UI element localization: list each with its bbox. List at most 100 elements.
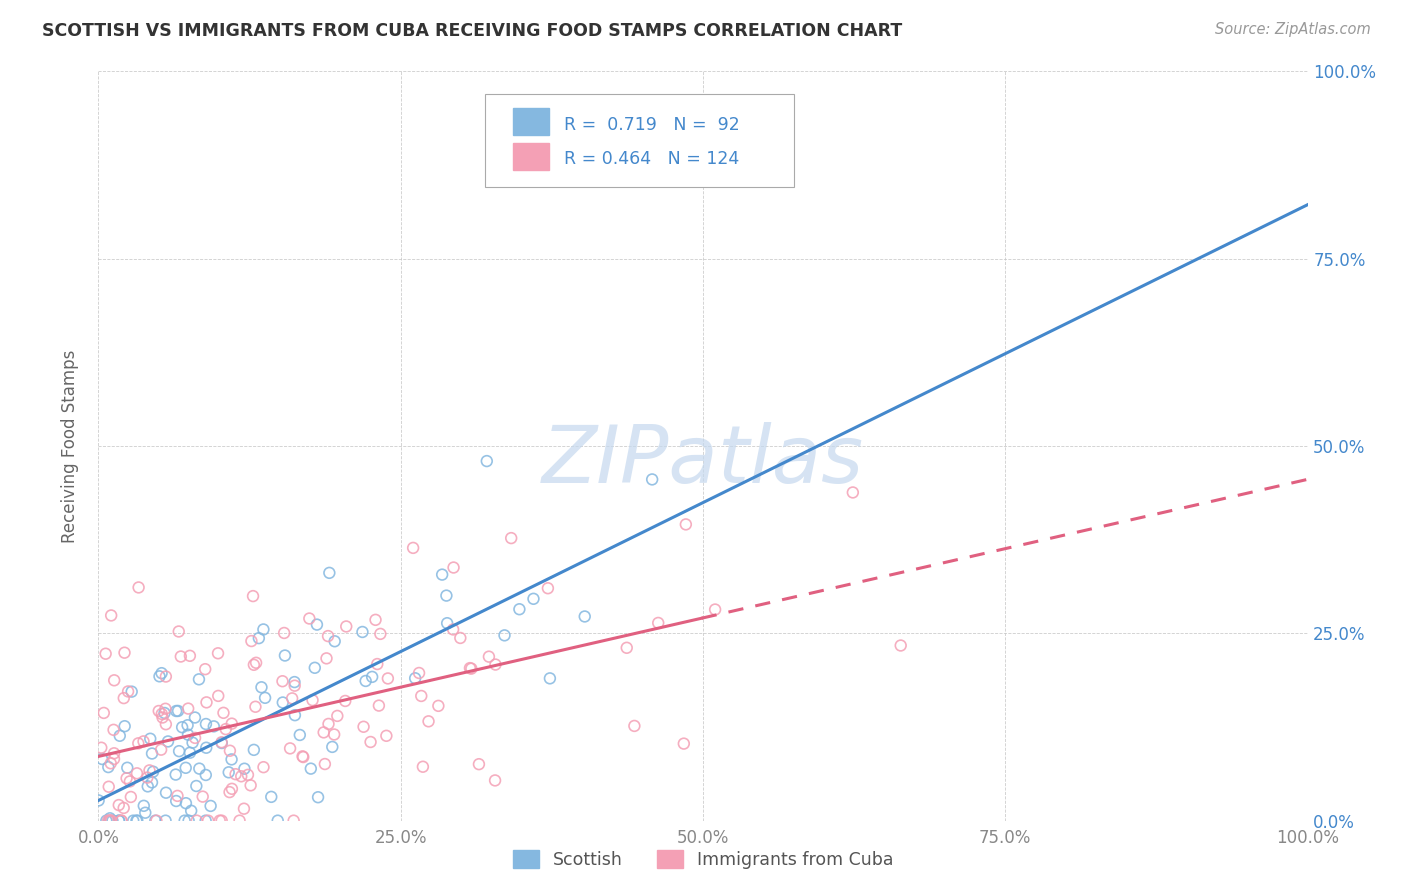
Point <box>202 719 225 733</box>
Point <box>98 814 121 828</box>
Point <box>194 814 217 828</box>
Point <box>127 736 149 750</box>
Point <box>254 690 277 705</box>
Point <box>233 762 256 776</box>
Point <box>304 661 326 675</box>
Point <box>404 671 426 685</box>
Point <box>890 639 912 653</box>
Point <box>274 648 297 663</box>
Point <box>623 719 645 733</box>
Point <box>323 727 346 741</box>
Point <box>176 718 198 732</box>
Point <box>354 673 377 688</box>
Point <box>278 741 301 756</box>
Point <box>87 793 110 807</box>
Point <box>155 717 177 731</box>
Point <box>188 673 211 687</box>
Point <box>271 674 294 689</box>
Point <box>647 615 669 630</box>
Point <box>96 814 118 828</box>
Point <box>132 734 155 748</box>
Point <box>468 757 491 772</box>
Point <box>221 716 243 731</box>
Point <box>484 657 506 672</box>
FancyBboxPatch shape <box>513 108 550 136</box>
Point <box>236 768 259 782</box>
Point <box>211 814 233 828</box>
Point <box>218 785 240 799</box>
Point <box>315 651 337 665</box>
Point <box>352 624 374 639</box>
Point <box>177 728 200 742</box>
Y-axis label: Receiving Food Stamps: Receiving Food Stamps <box>60 350 79 542</box>
Point <box>242 589 264 603</box>
Point <box>301 693 323 707</box>
Point <box>112 801 135 815</box>
Point <box>93 706 115 720</box>
Point <box>245 656 267 670</box>
Point <box>194 662 217 676</box>
Point <box>366 657 388 671</box>
Point <box>186 814 208 828</box>
Point <box>321 739 343 754</box>
Point <box>167 744 190 758</box>
Point <box>418 714 440 729</box>
Point <box>326 709 349 723</box>
Point <box>128 581 150 595</box>
Point <box>120 789 142 804</box>
Point <box>283 814 305 828</box>
Point <box>155 669 177 683</box>
Point <box>335 619 357 633</box>
Point <box>122 814 145 828</box>
Point <box>299 762 322 776</box>
Point <box>267 814 290 828</box>
Point <box>98 814 121 828</box>
Point <box>225 767 247 781</box>
Point <box>298 611 321 625</box>
Point <box>271 696 294 710</box>
Point <box>243 657 266 672</box>
Point <box>252 760 274 774</box>
Point <box>245 699 267 714</box>
Point <box>218 765 240 780</box>
Point <box>273 626 295 640</box>
Point <box>191 789 214 804</box>
Text: Source: ZipAtlas.com: Source: ZipAtlas.com <box>1215 22 1371 37</box>
Point <box>177 701 200 715</box>
Point <box>195 695 218 709</box>
Point <box>208 814 231 828</box>
Point <box>228 814 250 828</box>
Point <box>148 669 170 683</box>
Point <box>616 640 638 655</box>
Point <box>212 706 235 720</box>
Point <box>179 746 201 760</box>
Point <box>180 804 202 818</box>
FancyBboxPatch shape <box>513 143 550 169</box>
Point <box>292 750 315 764</box>
Point <box>402 541 425 555</box>
Point <box>112 691 135 706</box>
Point <box>250 680 273 694</box>
Point <box>103 673 125 688</box>
Point <box>155 814 177 828</box>
Point <box>312 725 335 739</box>
Point <box>108 729 131 743</box>
Point <box>522 591 544 606</box>
Point <box>165 794 187 808</box>
Point <box>501 531 523 545</box>
Point <box>842 485 865 500</box>
Point <box>165 767 187 781</box>
Point <box>188 762 211 776</box>
Point <box>97 760 120 774</box>
Point <box>441 623 464 637</box>
Point <box>449 631 471 645</box>
Point <box>166 789 188 803</box>
Point <box>484 773 506 788</box>
Point <box>103 746 125 760</box>
Point <box>307 790 329 805</box>
Point <box>443 560 465 574</box>
Point <box>574 609 596 624</box>
Point <box>367 698 389 713</box>
Point <box>221 752 243 766</box>
Point <box>100 814 122 828</box>
